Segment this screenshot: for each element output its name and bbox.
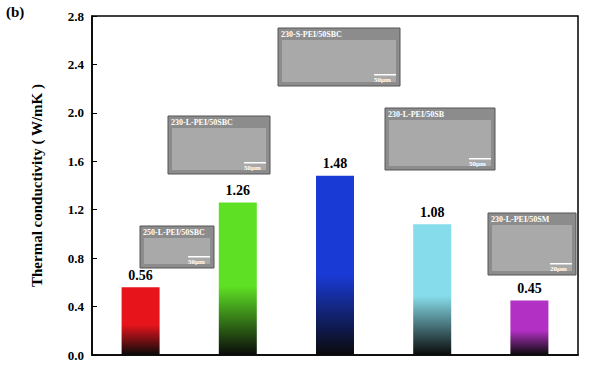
svg-text:1.2: 1.2 (68, 202, 84, 217)
svg-text:20μm: 20μm (550, 265, 567, 273)
svg-text:0.4: 0.4 (68, 299, 85, 314)
svg-text:1.6: 1.6 (68, 154, 85, 169)
svg-text:50μm: 50μm (244, 164, 261, 172)
svg-text:50μm: 50μm (188, 258, 205, 266)
svg-text:1.48: 1.48 (323, 156, 348, 171)
svg-text:(b): (b) (6, 4, 24, 21)
svg-text:0.45: 0.45 (517, 281, 542, 296)
svg-text:1.08: 1.08 (420, 205, 445, 220)
svg-text:Thermal conductivity ( W/mK ): Thermal conductivity ( W/mK ) (29, 84, 46, 287)
svg-text:50μm: 50μm (374, 76, 391, 84)
svg-text:230-L-PEI/50SM: 230-L-PEI/50SM (491, 215, 550, 224)
svg-text:2.8: 2.8 (68, 9, 85, 24)
svg-text:1.26: 1.26 (226, 183, 251, 198)
svg-text:230-L-PEI/50SBC: 230-L-PEI/50SBC (171, 118, 233, 127)
svg-text:230-S-PEI/50SBC: 230-S-PEI/50SBC (281, 30, 342, 39)
svg-text:250-L-PEI/50SBC: 250-L-PEI/50SBC (143, 228, 205, 237)
svg-text:0.56: 0.56 (128, 268, 153, 283)
svg-text:2.0: 2.0 (68, 105, 84, 120)
svg-text:50μm: 50μm (469, 160, 486, 168)
svg-text:0.0: 0.0 (68, 348, 84, 363)
svg-text:2.4: 2.4 (68, 57, 85, 72)
svg-text:0.8: 0.8 (68, 251, 85, 266)
svg-text:230-L-PEI/50SB: 230-L-PEI/50SB (388, 110, 445, 119)
